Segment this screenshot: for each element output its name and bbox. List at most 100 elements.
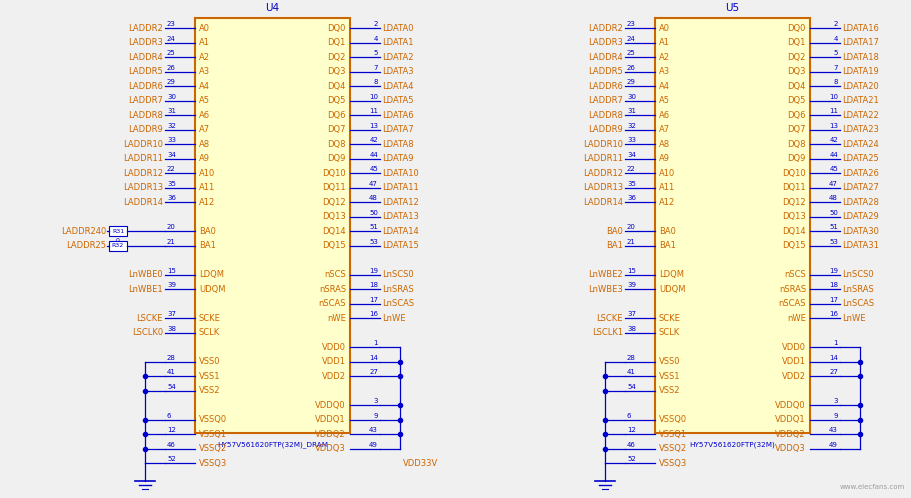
- Text: VDDQ0: VDDQ0: [315, 400, 345, 409]
- Text: LDATA3: LDATA3: [382, 67, 414, 76]
- Text: A4: A4: [659, 82, 670, 91]
- Text: 30: 30: [627, 94, 635, 100]
- Text: 47: 47: [828, 180, 837, 186]
- Text: DQ10: DQ10: [322, 168, 345, 177]
- Text: DQ1: DQ1: [787, 38, 805, 47]
- Text: LDATA20: LDATA20: [841, 82, 878, 91]
- Text: LnSRAS: LnSRAS: [382, 284, 414, 293]
- Text: DQ8: DQ8: [786, 139, 805, 148]
- Text: DQ1: DQ1: [327, 38, 345, 47]
- Text: nSCS: nSCS: [783, 270, 805, 279]
- Text: LADDR5: LADDR5: [128, 67, 163, 76]
- Text: LADDR4: LADDR4: [128, 52, 163, 61]
- Text: DQ15: DQ15: [782, 241, 805, 250]
- Text: LDATA21: LDATA21: [841, 96, 878, 105]
- Text: 24: 24: [167, 35, 176, 41]
- Text: 39: 39: [627, 282, 635, 288]
- Text: 28: 28: [167, 355, 176, 361]
- Text: 18: 18: [369, 282, 377, 288]
- Text: DQ9: DQ9: [787, 154, 805, 163]
- Text: UDQM: UDQM: [659, 284, 685, 293]
- Text: 26: 26: [167, 65, 176, 71]
- Text: LDATA12: LDATA12: [382, 198, 418, 207]
- Text: 31: 31: [167, 108, 176, 114]
- Text: LDATA11: LDATA11: [382, 183, 418, 192]
- Text: 1: 1: [833, 340, 837, 346]
- Bar: [109, 241, 127, 250]
- Text: LDATA30: LDATA30: [841, 227, 878, 236]
- Text: 42: 42: [369, 137, 377, 143]
- Text: BA1: BA1: [199, 241, 216, 250]
- Text: 20: 20: [627, 224, 635, 230]
- Text: LADDR2: LADDR2: [128, 23, 163, 32]
- Text: 11: 11: [828, 108, 837, 114]
- Text: VSSQ2: VSSQ2: [659, 444, 686, 453]
- Text: LDATA6: LDATA6: [382, 111, 414, 120]
- Text: LDATA31: LDATA31: [841, 241, 878, 250]
- Text: A2: A2: [659, 52, 670, 61]
- Text: 47: 47: [369, 180, 377, 186]
- Text: LADDR10: LADDR10: [582, 139, 622, 148]
- Text: nWE: nWE: [327, 314, 345, 323]
- Text: VSSQ1: VSSQ1: [199, 429, 227, 439]
- Text: 23: 23: [627, 21, 635, 27]
- Text: 48: 48: [369, 195, 377, 201]
- Text: 17: 17: [828, 296, 837, 302]
- Text: 6: 6: [167, 412, 171, 418]
- Text: 33: 33: [627, 137, 635, 143]
- Text: DQ13: DQ13: [322, 212, 345, 221]
- Text: DQ11: DQ11: [782, 183, 805, 192]
- Text: 22: 22: [167, 166, 176, 172]
- Text: 51: 51: [828, 224, 837, 230]
- Text: DQ14: DQ14: [782, 227, 805, 236]
- Text: VDD1: VDD1: [322, 357, 345, 366]
- Text: VSS0: VSS0: [199, 357, 220, 366]
- Text: DQ3: DQ3: [327, 67, 345, 76]
- Text: LDATA1: LDATA1: [382, 38, 413, 47]
- Text: 31: 31: [627, 108, 635, 114]
- Text: A12: A12: [199, 198, 215, 207]
- Text: 52: 52: [627, 456, 635, 462]
- Text: VDDQ3: VDDQ3: [774, 444, 805, 453]
- Text: LnSRAS: LnSRAS: [841, 284, 873, 293]
- Text: LADDR3: LADDR3: [588, 38, 622, 47]
- Text: 25: 25: [627, 50, 635, 56]
- Text: VSSQ1: VSSQ1: [659, 429, 686, 439]
- Text: LDATA14: LDATA14: [382, 227, 418, 236]
- Text: DQ15: DQ15: [322, 241, 345, 250]
- Text: 33: 33: [167, 137, 176, 143]
- Text: 51: 51: [369, 224, 377, 230]
- Text: 35: 35: [627, 180, 635, 186]
- Text: VSSQ3: VSSQ3: [199, 459, 227, 468]
- Text: BA1: BA1: [659, 241, 675, 250]
- Text: LDATA18: LDATA18: [841, 52, 878, 61]
- Text: LDATA29: LDATA29: [841, 212, 878, 221]
- Text: nWE: nWE: [786, 314, 805, 323]
- Bar: [195, 18, 350, 433]
- Text: 9: 9: [833, 412, 837, 418]
- Text: 11: 11: [369, 108, 377, 114]
- Text: VSSQ2: VSSQ2: [199, 444, 227, 453]
- Text: LADDR8: LADDR8: [128, 111, 163, 120]
- Text: 39: 39: [167, 282, 176, 288]
- Text: U4: U4: [265, 3, 280, 13]
- Text: 38: 38: [167, 326, 176, 332]
- Text: LDATA5: LDATA5: [382, 96, 413, 105]
- Text: 53: 53: [369, 239, 377, 245]
- Text: VSS2: VSS2: [659, 386, 680, 395]
- Text: SCLK: SCLK: [199, 328, 220, 337]
- Text: DQ13: DQ13: [782, 212, 805, 221]
- Text: A7: A7: [199, 125, 210, 134]
- Text: 42: 42: [828, 137, 837, 143]
- Text: A10: A10: [199, 168, 215, 177]
- Text: 15: 15: [167, 267, 176, 273]
- Text: 25: 25: [167, 50, 176, 56]
- Text: 19: 19: [828, 267, 837, 273]
- Text: 37: 37: [167, 311, 176, 317]
- Text: DQ10: DQ10: [782, 168, 805, 177]
- Text: LADDR11: LADDR11: [123, 154, 163, 163]
- Text: U5: U5: [724, 3, 739, 13]
- Text: VSSQ0: VSSQ0: [199, 415, 227, 424]
- Text: 18: 18: [828, 282, 837, 288]
- Text: LnSCAS: LnSCAS: [382, 299, 414, 308]
